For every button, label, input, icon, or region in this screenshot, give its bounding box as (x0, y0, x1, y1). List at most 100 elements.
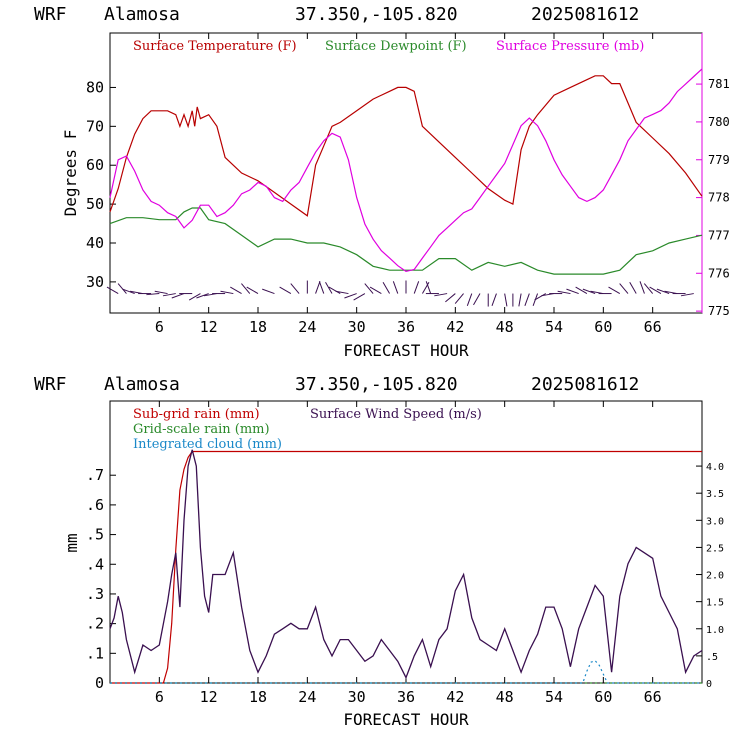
top-axis-ticks: 6 12 18 24 30 36 42 48 54 60 66 30 40 50 60 70 80 775 776 7… (86, 33, 730, 336)
wind-barb (154, 290, 168, 295)
wind-barb (473, 293, 481, 306)
y2-tick-label: 2.5 (706, 543, 724, 554)
wind-barb (162, 293, 176, 297)
wind-barb (445, 293, 456, 303)
wind-barb (382, 282, 390, 294)
surface-temperature-line (109, 75, 703, 217)
x-tick-label: 6 (155, 318, 164, 336)
x-tick-label: 42 (446, 318, 464, 336)
x-tick-label: 66 (644, 318, 662, 336)
y-tick-label: .2 (86, 615, 104, 633)
y-tick-label: 60 (86, 156, 104, 174)
top-header-coords: 37.350,-105.820 (295, 4, 458, 25)
y2-tick-label: 781 (708, 77, 730, 91)
legend-surface-temperature: Surface Temperature (F) (133, 39, 297, 54)
surface-pressure-line (109, 68, 703, 273)
y-tick-label: 0 (95, 674, 104, 692)
wind-barb (315, 281, 321, 294)
legend-integrated-cloud: Integrated cloud (mm) (133, 437, 282, 452)
legend-surface-dewpoint: Surface Dewpoint (F) (325, 39, 467, 54)
wind-barb (518, 293, 522, 307)
wind-barb (566, 288, 579, 295)
y-tick-label: 30 (86, 273, 104, 291)
x-tick-label: 24 (298, 318, 316, 336)
wind-barb (262, 288, 275, 295)
x-tick-label: 60 (594, 688, 612, 706)
wind-barb (325, 282, 333, 294)
wind-barb (318, 281, 325, 294)
y2-tick-label: 777 (708, 228, 730, 242)
surface-dewpoint-line (109, 207, 703, 275)
wind-barb (582, 288, 596, 295)
wind-barb (454, 293, 464, 304)
y2-tick-label: 1.5 (706, 598, 724, 609)
y-tick-label: .6 (86, 496, 104, 514)
wind-barb (656, 288, 670, 295)
y-tick-label: .1 (86, 644, 104, 662)
wind-barb (504, 293, 508, 307)
y2-tick-label: 780 (708, 115, 730, 129)
wind-barb (434, 293, 448, 297)
x-tick-label: 18 (249, 318, 267, 336)
x-tick-label: 60 (594, 318, 612, 336)
y-tick-label: 40 (86, 234, 104, 252)
y2-tick-label: 3.5 (706, 489, 724, 500)
wind-barb (534, 293, 547, 301)
wind-barb (279, 286, 292, 294)
y-tick-label: 50 (86, 195, 104, 213)
top-header-station: Alamosa (104, 4, 180, 25)
x-tick-label: 30 (348, 688, 366, 706)
y2-tick-label: 778 (708, 191, 730, 205)
y2-tick-label: 3.0 (706, 516, 724, 527)
wind-barb (246, 286, 259, 294)
wind-barb (171, 293, 185, 299)
wind-barb (422, 282, 430, 294)
top-header-model: WRF (34, 4, 67, 25)
legend-subgrid-rain: Sub-grid rain (mm) (133, 407, 260, 422)
wind-barb (122, 288, 135, 295)
wind-barb (557, 290, 571, 295)
y2-tick-label: 775 (708, 304, 730, 318)
legend-surface-wind-speed: Surface Wind Speed (m/s) (310, 407, 482, 422)
wind-barb (643, 283, 654, 294)
x-tick-label: 54 (545, 318, 563, 336)
x-tick-label: 30 (348, 318, 366, 336)
y2-tick-label: 4.0 (706, 462, 724, 473)
wind-barb (196, 293, 209, 299)
y-tick-label: .4 (86, 555, 104, 573)
x-tick-label: 54 (545, 688, 563, 706)
bottom-series-group (109, 449, 703, 684)
wind-barb (608, 286, 621, 294)
x-tick-label: 18 (249, 688, 267, 706)
surface-wind-speed-line (109, 449, 703, 680)
wind-barb (241, 283, 251, 294)
integrated-cloud-line (110, 659, 702, 684)
wind-barb (146, 293, 160, 296)
wind-barbs-group (106, 280, 694, 307)
wind-barb (392, 281, 399, 294)
top-y-axis-label: Degrees F (61, 130, 80, 217)
y-tick-label: .3 (86, 585, 104, 603)
x-tick-label: 42 (446, 688, 464, 706)
wind-barb (466, 293, 473, 306)
wind-barb (649, 286, 662, 294)
bottom-header-run: 2025081612 (531, 374, 639, 395)
legend-surface-pressure: Surface Pressure (mb) (496, 39, 644, 54)
y2-tick-label: 0 (706, 679, 712, 690)
legend-gridscale-rain: Grid-scale rain (mm) (133, 422, 270, 437)
wind-barb (575, 286, 588, 294)
wind-barb (364, 283, 374, 294)
x-tick-label: 12 (200, 318, 218, 336)
wind-barb (220, 290, 234, 295)
wind-barb (369, 286, 382, 294)
wind-barb (619, 283, 629, 294)
wind-barb (335, 290, 349, 295)
wind-barb (117, 283, 127, 294)
y2-tick-label: 1.0 (706, 625, 724, 636)
wind-barb (344, 293, 357, 299)
wind-barb (188, 293, 201, 301)
y2-tick-label: .5 (706, 652, 718, 663)
wind-barb (639, 281, 645, 294)
